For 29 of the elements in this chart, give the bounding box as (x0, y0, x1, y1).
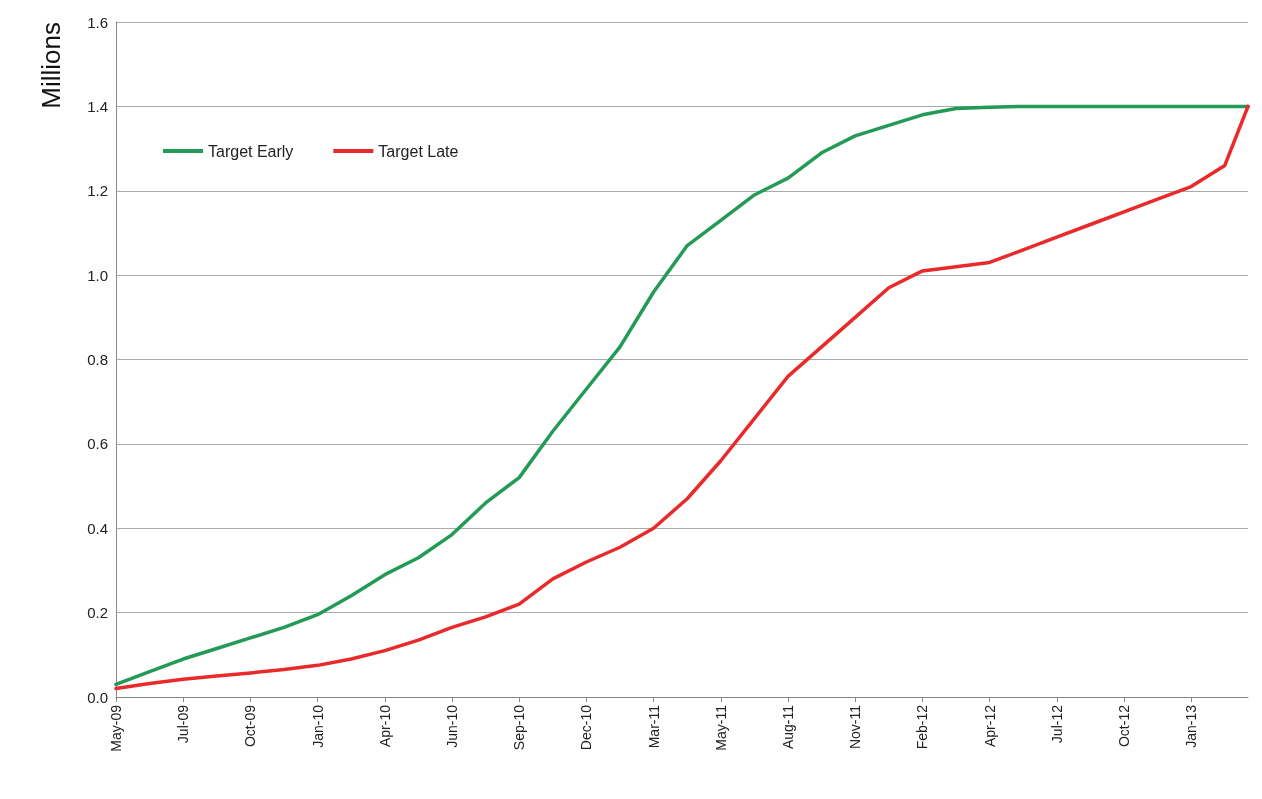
y-axis-title: Millions (36, 22, 66, 109)
x-tick-label: Nov-11 (847, 704, 864, 750)
x-tick-label: Apr-12 (981, 704, 998, 748)
y-tick-label: 0.0 (87, 688, 108, 706)
x-tick-label: Mar-11 (645, 704, 662, 749)
x-tick-label: Oct-09 (242, 704, 259, 748)
y-tick-label: 1.2 (87, 182, 108, 200)
x-tick-label: Aug-11 (780, 704, 796, 750)
y-tick-label: 1.6 (87, 13, 108, 31)
y-tick-label: 1.4 (87, 97, 108, 115)
x-tick-label: May-09 (108, 704, 124, 752)
y-tick-label: 0.6 (87, 435, 108, 453)
x-tick-label: Apr-10 (376, 704, 393, 748)
x-tick-label: Sep-10 (511, 704, 528, 751)
x-tick-label: Oct-12 (1116, 704, 1132, 748)
x-tick-label: Jan-13 (1183, 704, 1200, 748)
x-tick-label: Jun-10 (444, 704, 460, 748)
x-tick-label: Jan-10 (309, 704, 326, 748)
y-tick-label: 0.2 (87, 604, 108, 622)
y-tick-label: 0.4 (87, 519, 108, 537)
y-tick-label: 1.0 (87, 266, 108, 284)
x-tick-label: May-11 (712, 704, 729, 751)
legend-label: Target Early (208, 142, 294, 160)
x-tick-label: Jul-09 (175, 704, 192, 744)
y-tick-label: 0.8 (87, 351, 108, 368)
x-tick-label: Dec-10 (578, 704, 595, 751)
legend-label: Target Late (378, 142, 459, 160)
x-tick-label: Feb-12 (914, 704, 931, 750)
x-tick-label: Jul-12 (1048, 704, 1065, 744)
